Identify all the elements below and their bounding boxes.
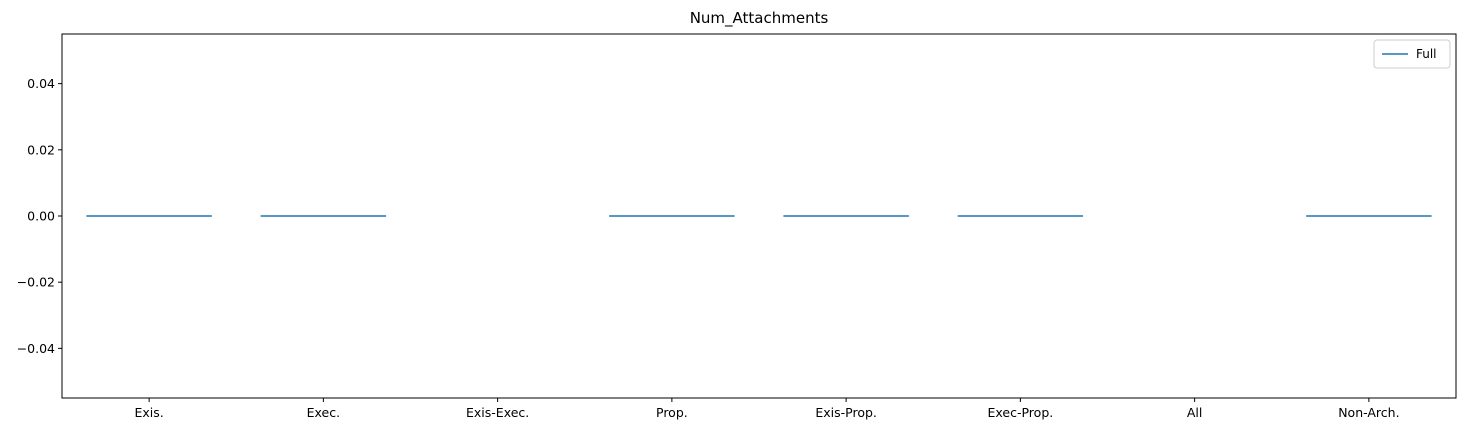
legend: Full: [1373, 39, 1451, 69]
chart-title: Num_Attachments: [690, 9, 829, 28]
y-axis: −0.04 −0.02 0.00 0.02 0.04: [17, 76, 62, 356]
y-tick-label: −0.02: [17, 275, 55, 290]
x-tick-label: Exec.: [307, 405, 340, 420]
x-tick-label: Non-Arch.: [1338, 405, 1399, 420]
x-tick-label: Exis-Prop.: [815, 405, 877, 420]
x-tick-label: Exec-Prop.: [988, 405, 1054, 420]
y-tick-label: 0.00: [27, 209, 55, 224]
x-axis: Exis. Exec. Exis-Exec. Prop. Exis-Prop. Exec-…: [134, 398, 1400, 420]
legend-label: Full: [1416, 47, 1437, 61]
x-tick-label: All: [1187, 405, 1203, 420]
y-tick-label: −0.04: [17, 341, 55, 356]
y-tick-label: 0.02: [27, 142, 55, 157]
x-tick-label: Prop.: [656, 405, 688, 420]
legend-box: [1373, 39, 1451, 69]
x-tick-label: Exis.: [134, 405, 163, 420]
y-tick-label: 0.04: [27, 76, 55, 91]
x-tick-label: Exis-Exec.: [466, 405, 529, 420]
plot-frame: [61, 33, 1457, 399]
